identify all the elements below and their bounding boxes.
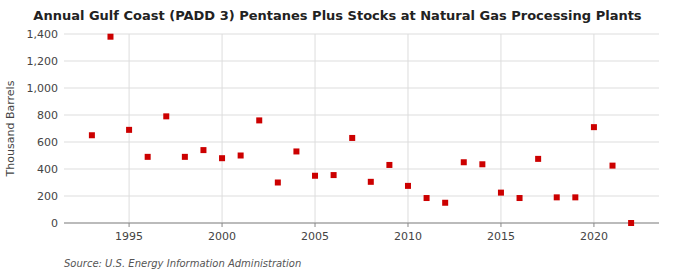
chart: Annual Gulf Coast (PADD 3) Pentanes Plus… xyxy=(0,0,675,275)
point xyxy=(238,153,244,159)
y-grid-line xyxy=(64,142,659,143)
x-tick-label: 2005 xyxy=(301,230,329,243)
y-grid-line xyxy=(64,196,659,197)
y-grid-line xyxy=(64,169,659,170)
x-tick xyxy=(593,223,594,227)
point xyxy=(293,148,299,154)
point xyxy=(498,190,504,196)
point xyxy=(442,200,448,206)
y-grid-line xyxy=(64,115,659,116)
y-tick-label: 1,400 xyxy=(27,28,59,41)
point xyxy=(479,161,485,167)
point xyxy=(349,135,355,141)
point xyxy=(368,179,374,185)
x-tick-label: 2020 xyxy=(580,230,608,243)
x-grid-line xyxy=(407,34,408,223)
x-tick-label: 1995 xyxy=(115,230,143,243)
point xyxy=(517,195,523,201)
point xyxy=(610,163,616,169)
point xyxy=(107,34,113,40)
y-tick-label: 0 xyxy=(51,217,58,230)
point xyxy=(572,194,578,200)
y-tick-label: 200 xyxy=(37,190,58,203)
point xyxy=(126,127,132,133)
x-tick-label: 2015 xyxy=(487,230,515,243)
y-tick-label: 400 xyxy=(37,163,58,176)
y-grid-line xyxy=(64,61,659,62)
y-tick-label: 800 xyxy=(37,109,58,122)
x-tick xyxy=(315,223,316,227)
point xyxy=(591,124,597,130)
title: Annual Gulf Coast (PADD 3) Pentanes Plus… xyxy=(33,8,642,23)
point xyxy=(256,117,262,123)
x-tick xyxy=(407,223,408,227)
x-grid-line xyxy=(222,34,223,223)
point xyxy=(275,180,281,186)
point xyxy=(628,220,634,226)
y-tick-label: 1,200 xyxy=(27,55,59,68)
point xyxy=(461,159,467,165)
point xyxy=(554,194,560,200)
x-axis-line xyxy=(64,223,659,224)
point xyxy=(182,154,188,160)
point xyxy=(405,183,411,189)
source-note: Source: U.S. Energy Information Administ… xyxy=(64,258,301,269)
point xyxy=(535,156,541,162)
point xyxy=(424,195,430,201)
y-axis-label: Thousand Barrels xyxy=(4,80,17,177)
point xyxy=(312,173,318,179)
point xyxy=(163,113,169,119)
x-tick xyxy=(500,223,501,227)
point xyxy=(200,147,206,153)
point xyxy=(331,172,337,178)
x-tick xyxy=(129,223,130,227)
y-grid-line xyxy=(64,223,659,224)
x-tick-label: 2010 xyxy=(394,230,422,243)
y-tick-label: 1,000 xyxy=(27,82,59,95)
points xyxy=(89,34,634,226)
x-tick xyxy=(222,223,223,227)
point xyxy=(145,154,151,160)
y-grid-line xyxy=(64,34,659,35)
x-grid-line xyxy=(315,34,316,223)
point xyxy=(386,162,392,168)
grid xyxy=(64,34,659,223)
point xyxy=(219,155,225,161)
point xyxy=(89,132,95,138)
y-tick-label: 600 xyxy=(37,136,58,149)
x-tick-label: 2000 xyxy=(208,230,236,243)
y-grid-line xyxy=(64,88,659,89)
